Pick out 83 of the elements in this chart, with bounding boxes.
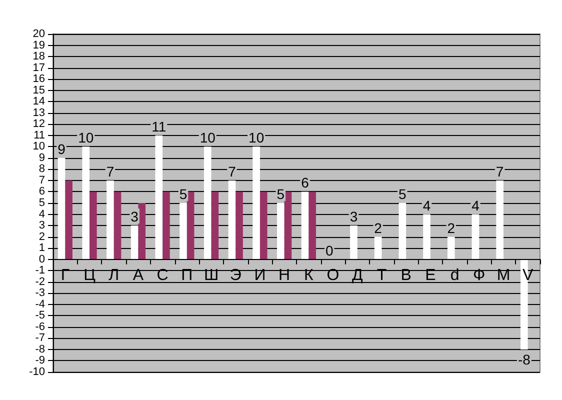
bar	[228, 180, 236, 260]
bar	[252, 146, 260, 260]
bar	[284, 192, 292, 260]
bar	[65, 180, 72, 260]
bar	[138, 203, 146, 260]
data-label: 3	[130, 208, 139, 225]
bar	[236, 192, 243, 260]
y-tick-label: 17	[32, 62, 45, 74]
data-label: 7	[228, 163, 236, 180]
x-tick-label: d	[450, 266, 460, 284]
bar	[277, 203, 284, 260]
y-tick-label: 14	[32, 96, 45, 108]
y-tick-label: 11	[34, 129, 45, 142]
x-tick-label: Е	[425, 266, 436, 284]
y-tick-label: 20	[32, 28, 45, 40]
bar	[472, 214, 480, 260]
y-tick-label: 15	[32, 84, 45, 96]
bar	[260, 192, 268, 260]
bar	[155, 135, 163, 260]
data-label: 10	[200, 130, 216, 146]
bar	[398, 203, 406, 260]
y-tick-label: 1	[38, 242, 45, 254]
bar	[211, 192, 219, 260]
bar	[82, 146, 90, 260]
data-label: 4	[422, 197, 431, 214]
y-tick-label: 10	[32, 140, 45, 153]
data-label: 2	[447, 220, 456, 236]
y-tick-label: 0	[38, 253, 45, 266]
bar	[58, 158, 66, 260]
y-tick-label: 18	[32, 50, 45, 63]
y-tick-label: -5	[35, 310, 45, 322]
bar	[374, 236, 382, 260]
data-label: 11	[152, 118, 166, 134]
bar	[447, 236, 455, 260]
y-tick-label: -8	[35, 343, 45, 356]
data-label: 4	[472, 197, 480, 214]
y-tick-label: -9	[35, 354, 45, 367]
y-tick-label: -3	[35, 287, 45, 300]
y-tick-label: 9	[38, 152, 45, 164]
y-tick-label: 13	[32, 106, 45, 119]
bar	[350, 226, 358, 260]
data-label: 3	[350, 208, 358, 225]
y-tick-label: 2	[38, 230, 45, 243]
y-tick-label: -1	[35, 264, 45, 277]
data-label: -8	[518, 351, 531, 368]
bar	[496, 180, 504, 260]
y-tick-label: -6	[35, 320, 45, 333]
y-tick-label: 5	[38, 197, 45, 209]
y-tick-label: -2	[35, 276, 45, 288]
bar	[204, 146, 212, 260]
y-tick-label: -4	[35, 298, 45, 310]
data-label: 7	[106, 163, 114, 180]
data-label: 9	[58, 140, 66, 157]
bar	[130, 226, 138, 260]
bar	[180, 203, 187, 260]
data-label: 5	[179, 186, 188, 202]
x-tick-label: V	[522, 266, 534, 284]
bar	[186, 192, 194, 260]
y-tick-label: 8	[38, 163, 45, 176]
y-tick-label: -7	[35, 332, 45, 344]
bar	[114, 192, 122, 260]
data-label: 10	[248, 130, 264, 146]
bar	[90, 192, 97, 260]
data-label: 6	[301, 174, 310, 191]
y-tick-label: 19	[32, 39, 45, 52]
y-tick-label: 16	[32, 73, 45, 86]
y-tick-label: 7	[38, 174, 45, 186]
y-tick-label: 6	[38, 186, 45, 198]
bar	[162, 192, 170, 260]
data-label: 5	[398, 186, 407, 202]
bar	[106, 180, 114, 260]
data-label: 2	[374, 220, 382, 236]
bar	[423, 214, 430, 260]
y-tick-label: 12	[32, 118, 45, 130]
y-tick-label: 4	[38, 208, 45, 220]
bar	[301, 192, 309, 260]
data-label: 5	[276, 186, 285, 202]
data-label: 0	[325, 242, 334, 258]
y-tick-label: 3	[38, 220, 45, 232]
bar	[308, 192, 316, 260]
data-label: 7	[496, 163, 504, 180]
y-tick-label: -10	[29, 366, 45, 378]
data-label: 10	[78, 130, 94, 146]
